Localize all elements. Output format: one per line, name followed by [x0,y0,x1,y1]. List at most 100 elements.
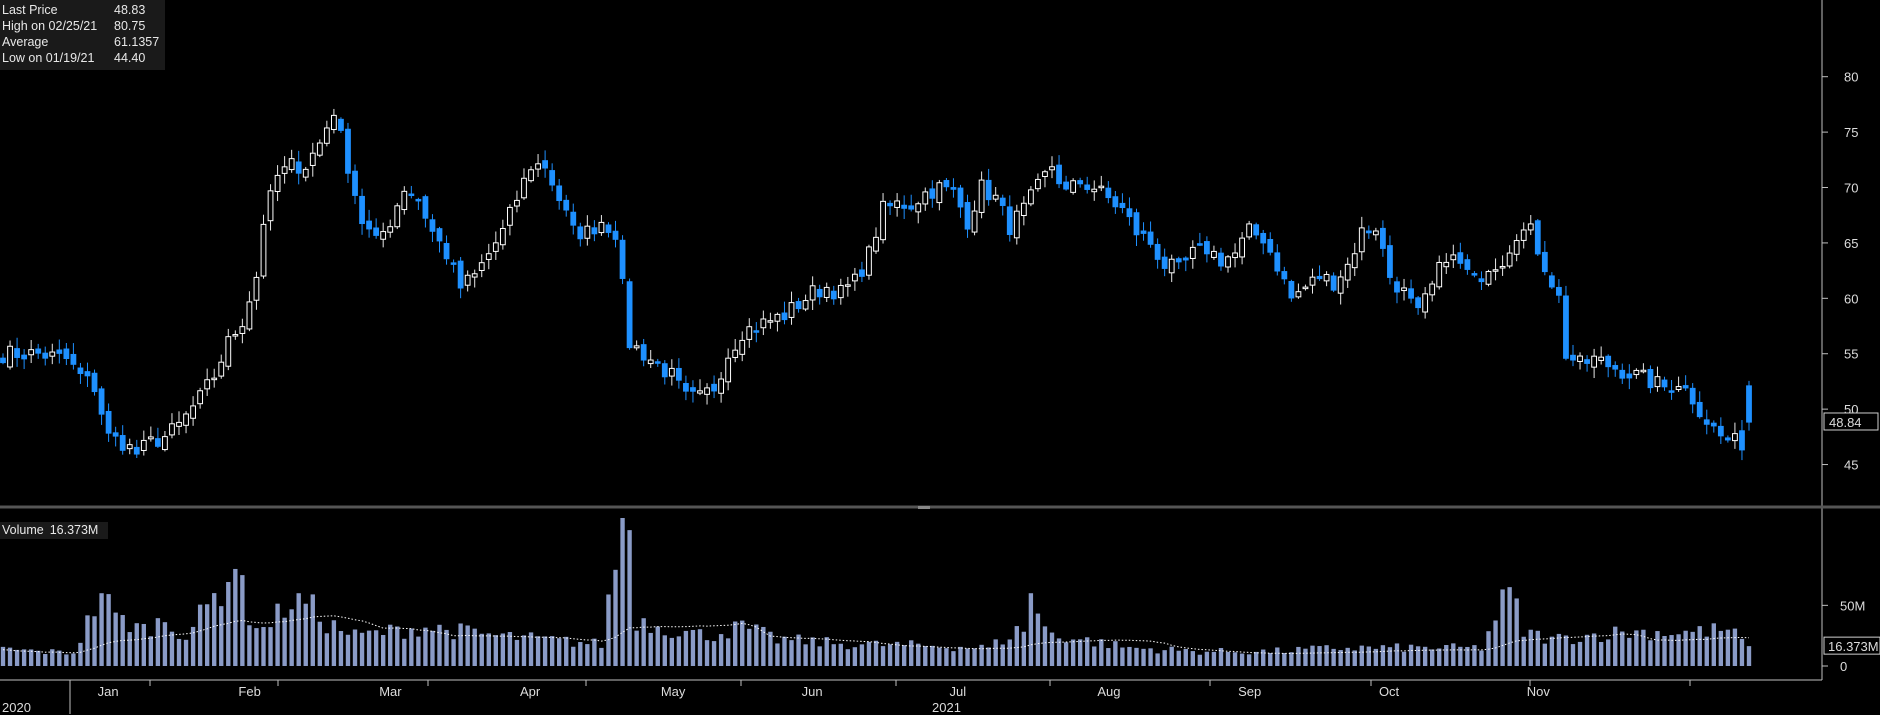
volume-bar [824,637,829,666]
volume-bar [190,626,196,666]
candle-up [239,326,246,334]
volume-bar [1711,623,1716,666]
candle-down [436,228,443,242]
volume-bar [1317,646,1322,666]
volume-bar [1394,643,1400,666]
volume-bar [1535,630,1540,666]
volume-bar [99,593,104,666]
candle-up [162,436,168,451]
volume-bar [866,641,872,666]
candle-up [190,405,196,419]
volume-bar [1155,653,1160,666]
volume-bar [1528,629,1533,666]
volume-bar [620,518,625,666]
info-label: Last Price [2,3,58,17]
volume-bar [1648,640,1653,666]
volume-bar [0,646,6,666]
volume-bar [1415,646,1421,666]
volume-bar [1641,629,1646,666]
volume-bar [571,646,576,666]
volume-bar [1437,648,1442,666]
candle-up [971,210,978,233]
candle-up [1372,230,1379,236]
candle-down [133,446,140,455]
volume-bar [1275,647,1280,666]
candle-up [1422,293,1429,313]
volume-bar [21,649,27,666]
candle-up [1577,355,1583,362]
candle-up [316,142,323,156]
volume-bar [1732,628,1738,666]
candle-up [1492,269,1499,272]
volume-bar [1176,650,1181,666]
candle-up [1189,246,1196,259]
candle-down [1077,180,1084,185]
x-tick-label: 2021 [932,700,961,715]
volume-bar [141,623,146,666]
candle-up [225,336,232,367]
volume-bar [613,569,618,666]
candle-down [1253,224,1260,236]
x-tick-label: Aug [1097,684,1120,699]
candle-down [21,354,28,360]
volume-bar [725,638,731,666]
candle-up [246,301,253,330]
volume-bar [740,620,745,666]
candle-up [394,205,401,228]
candle-down [345,128,351,174]
info-value: 80.75 [114,19,146,33]
candle-up [7,345,13,368]
candle-down [1464,259,1471,270]
volume-bar [155,618,161,666]
volume-bar [592,638,597,666]
volume-bar [662,635,667,666]
volume-bar [416,636,421,666]
candle-down [1267,239,1274,253]
volume-bar [247,625,252,666]
volume-bar [282,617,287,666]
candle-up [873,236,879,252]
volume-bar [916,643,921,666]
volume-bar [1683,630,1688,666]
info-value: 48.83 [114,3,146,17]
candle-down [1746,385,1752,423]
candle-down [1218,252,1224,267]
candle-up [218,361,225,377]
candle-down [1619,369,1626,379]
volume-bar [599,647,604,666]
candle-up [1042,171,1048,178]
candle-up [485,253,492,260]
volume-bar [507,632,513,666]
candle-up [1485,271,1492,285]
volume-bar [226,581,231,666]
candle-up [204,379,211,390]
last-volume-label: 16.373M [1828,639,1879,654]
candle-down [1084,184,1091,190]
candle-up [767,320,774,323]
volume-bar [106,594,111,666]
candle-down [1394,281,1400,293]
candle-down [626,281,633,349]
candle-down [985,179,992,201]
volume-bar [549,636,555,666]
candle-down [1415,297,1421,309]
candle-down [1682,385,1689,389]
volume-bar [1197,654,1203,666]
volume-bar [1310,645,1315,666]
volume-bar [690,629,696,666]
candle-down [1703,419,1710,425]
candle-down [612,230,619,240]
candle-down [999,197,1006,206]
candle-up [1232,252,1238,259]
candle-up [809,285,816,301]
volume-bar [993,639,998,666]
candle-down [1696,401,1703,418]
volume-bar [1570,644,1576,666]
volume-bar [937,647,942,666]
candle-down [957,187,964,208]
volume-bar [324,633,330,666]
candle-down [338,118,344,131]
volume-bar [148,636,154,666]
candle-down [1274,252,1281,272]
candle-up [880,200,886,241]
